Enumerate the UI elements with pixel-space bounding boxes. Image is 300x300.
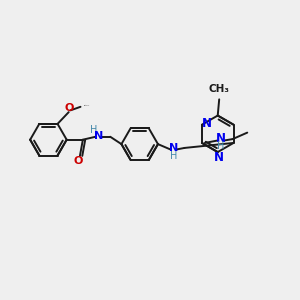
- Text: N: N: [216, 132, 226, 145]
- Text: H: H: [169, 151, 177, 161]
- Text: H: H: [217, 142, 224, 152]
- Text: O: O: [65, 103, 74, 113]
- Text: N: N: [214, 151, 224, 164]
- Text: methoxy: methoxy: [84, 105, 90, 106]
- Text: N: N: [202, 117, 212, 130]
- Text: N: N: [94, 130, 103, 141]
- Text: CH₃: CH₃: [209, 84, 230, 94]
- Text: N: N: [169, 143, 178, 153]
- Text: O: O: [74, 156, 83, 166]
- Text: H: H: [90, 125, 98, 135]
